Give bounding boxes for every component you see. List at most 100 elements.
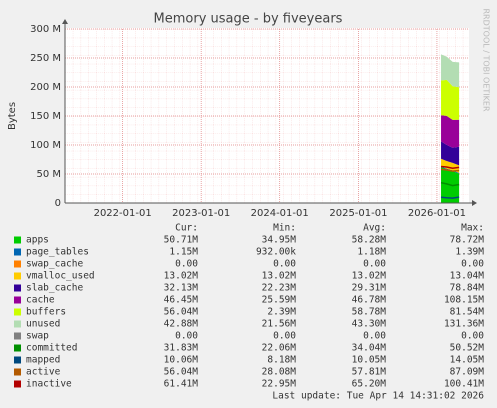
y-tick-label: 100 M: [30, 140, 61, 151]
legend-stat: 32.13M: [164, 283, 199, 294]
legend-stat: 0.00: [175, 259, 198, 270]
legend-label: page_tables: [26, 247, 89, 258]
legend-stat: 34.95M: [262, 235, 297, 246]
legend-stat: 58.78M: [352, 307, 387, 318]
minor-grid: [65, 28, 469, 203]
y-axis-label: Bytes: [7, 102, 18, 130]
y-tick-label: 0: [55, 198, 61, 209]
axes: [64, 24, 472, 204]
x-tick-label: 2022-01-01: [94, 208, 152, 219]
legend-stat: 87.09M: [450, 367, 485, 378]
legend-swatch: [14, 284, 21, 292]
legend-stat: 56.04M: [164, 307, 199, 318]
legend-stat: 13.02M: [262, 271, 297, 282]
legend-swatch: [14, 368, 21, 376]
chart-title: Memory usage - by fiveyears: [154, 12, 343, 27]
legend-label: cache: [26, 295, 55, 306]
legend-swatch: [14, 248, 21, 256]
legend-stat: 0.00: [461, 331, 484, 342]
legend-header: Cur:: [175, 223, 198, 234]
legend-label: swap: [26, 331, 49, 342]
legend-stat: 50.71M: [164, 235, 199, 246]
legend-swatch: [14, 236, 21, 244]
legend-header: Min:: [273, 223, 296, 234]
legend-stat: 0.00: [273, 331, 296, 342]
legend-stat: 22.23M: [262, 283, 297, 294]
line: [440, 196, 460, 199]
legend-stat: 0.00: [175, 331, 198, 342]
legend-label: unused: [26, 319, 60, 330]
y-tick-label: 300 M: [30, 24, 61, 35]
side-label: RRDTOOL / TOBI OETIKER: [482, 8, 491, 111]
legend-stat: 10.05M: [352, 355, 387, 366]
legend-stat: 100.41M: [444, 379, 484, 390]
area: [441, 141, 460, 166]
legend-swatch: [14, 320, 21, 328]
legend-label: committed: [26, 343, 77, 354]
legend-stat: 0.00: [273, 259, 296, 270]
legend-stat: 58.28M: [352, 235, 387, 246]
legend-stat: 57.81M: [352, 367, 387, 378]
legend-swatch: [14, 296, 21, 304]
last-update: Last update: Tue Apr 14 14:31:02 2026: [272, 391, 484, 402]
y-tick-label: 50 M: [36, 169, 61, 180]
legend-label: buffers: [26, 307, 66, 318]
x-tick-label: 2026-01-01: [408, 208, 466, 219]
legend-swatch: [14, 332, 21, 340]
legend-stat: 0.00: [461, 259, 484, 270]
legend-stat: 8.18M: [267, 355, 296, 366]
legend-stat: 0.00: [363, 259, 386, 270]
x-tick-label: 2023-01-01: [172, 208, 230, 219]
legend-stat: 22.95M: [262, 379, 297, 390]
legend-stat: 131.36M: [444, 319, 484, 330]
y-tick-label: 250 M: [30, 53, 61, 64]
legend-stat: 13.02M: [352, 271, 387, 282]
x-tick-label: 2025-01-01: [329, 208, 387, 219]
legend-label: apps: [26, 235, 49, 246]
legend-swatch: [14, 308, 21, 316]
legend-stat: 14.05M: [450, 355, 485, 366]
legend-stat: 50.52M: [450, 343, 485, 354]
legend-label: swap_cache: [26, 259, 83, 270]
area: [441, 79, 460, 120]
legend-swatch: [14, 380, 21, 388]
legend-header: Max:: [461, 223, 484, 234]
legend-stat: 28.08M: [262, 367, 297, 378]
legend-swatch: [14, 344, 21, 352]
legend-label: active: [26, 367, 61, 378]
legend-stat: 34.04M: [352, 343, 387, 354]
legend-stat: 31.83M: [164, 343, 199, 354]
legend-swatch: [14, 260, 21, 268]
legend-stat: 61.41M: [164, 379, 199, 390]
legend-label: vmalloc_used: [26, 271, 95, 282]
legend-header: Avg:: [363, 223, 386, 234]
legend-swatch: [14, 356, 21, 364]
y-tick-label: 150 M: [30, 111, 61, 122]
area: [441, 54, 460, 88]
legend-stat: 22.06M: [262, 343, 297, 354]
legend-stat: 21.56M: [262, 319, 297, 330]
legend-stat: 0.00: [363, 331, 386, 342]
legend-stat: 1.39M: [455, 247, 484, 258]
area: [441, 158, 460, 173]
legend-stat: 56.04M: [164, 367, 199, 378]
legend-swatch: [14, 272, 21, 280]
legend-stat: 2.39M: [267, 307, 296, 318]
legend-stat: 1.18M: [357, 247, 386, 258]
line: [440, 165, 460, 169]
legend-stat: 78.84M: [450, 283, 485, 294]
legend-stat: 13.04M: [450, 271, 485, 282]
legend-label: mapped: [26, 355, 60, 366]
legend-stat: 25.59M: [262, 295, 297, 306]
legend-stat: 1.15M: [169, 247, 198, 258]
legend-label: slab_cache: [26, 283, 83, 294]
legend-stat: 43.30M: [352, 319, 387, 330]
area: [441, 115, 460, 148]
legend-stat: 13.02M: [164, 271, 199, 282]
legend-stat: 65.20M: [352, 379, 387, 390]
legend-stat: 81.54M: [450, 307, 485, 318]
y-tick-label: 200 M: [30, 82, 61, 93]
legend-stat: 932.00k: [256, 247, 296, 258]
legend-stat: 42.88M: [164, 319, 199, 330]
